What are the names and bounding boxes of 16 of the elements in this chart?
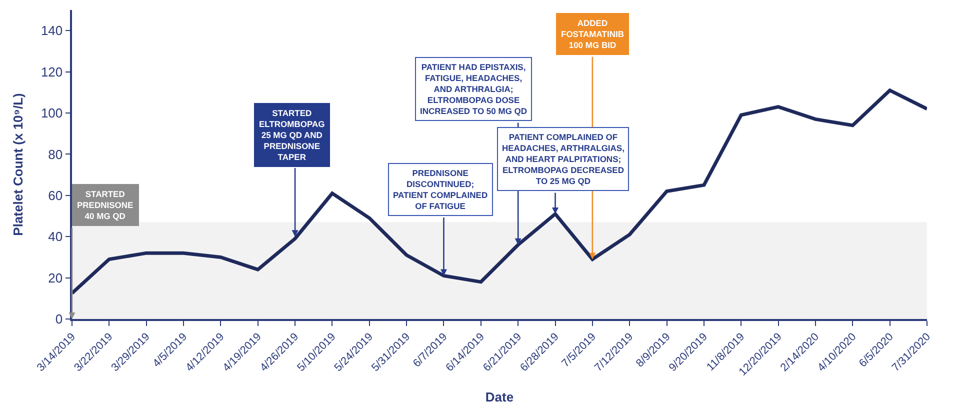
y-tick-label: 0 (55, 312, 63, 327)
y-tick-label: 120 (40, 64, 63, 80)
annotation: PREDNISONE DISCONTINUED; PATIENT COMPLAINED OF FATIGUE (393, 168, 488, 212)
y-tick-label: 20 (48, 270, 63, 286)
annotation: PATIENT HAD EPISTAXIS, FATIGUE, HEADACHES, AND ARTHRALGIA; ELTROMBOPAG DOSE INCREASED TO 50 MG QD (420, 62, 528, 116)
y-tick-label: 140 (40, 23, 63, 38)
y-tick-label: 60 (48, 188, 63, 203)
y-tick-label: 100 (40, 106, 63, 121)
y-tick-label: 80 (48, 146, 63, 162)
annotation: STARTED ELTROMBOPAG 25 MG QD AND PREDNISONE TAPER (259, 108, 326, 162)
annotation: ADDED FOSTAMATINIB 100 MG BID (561, 18, 624, 50)
x-axis-title: Date (485, 389, 514, 404)
y-axis-title: Platelet Count (x 10⁹/L) (10, 93, 26, 236)
annotation: STARTED PREDNISONE 40 MG QD (77, 189, 134, 222)
annotation: PATIENT COMPLAINED OF HEADACHES, ARTHRALGIAS, AND HEART PALPITATIONS; ELTROMBOPAG DECREASED TO 25 MG QD (502, 132, 624, 186)
y-tick-label: 40 (48, 229, 63, 244)
